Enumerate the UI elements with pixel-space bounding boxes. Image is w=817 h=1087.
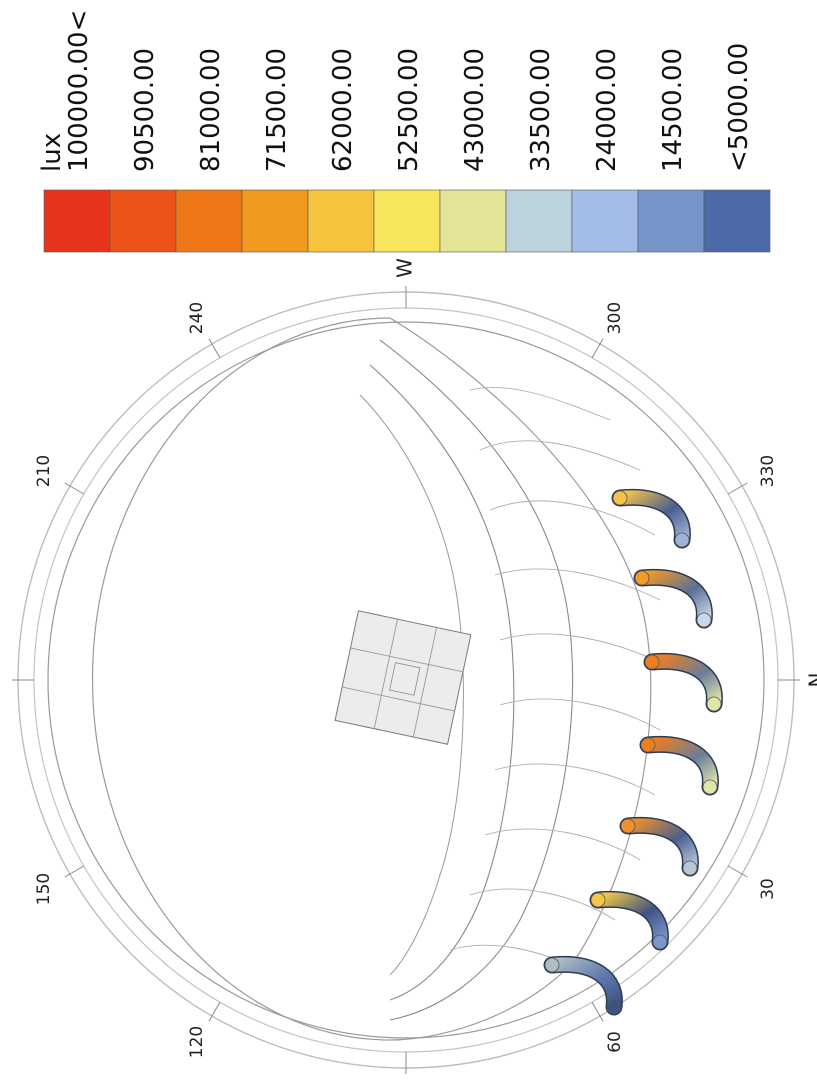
legend-label-6: 43000.00 [460,48,490,172]
sun-hour-path-4 [621,818,698,875]
compass-tick [591,1001,604,1022]
sun-hour-start-1 [634,570,650,586]
legend-unit: lux [37,133,67,172]
sun-hour-start-2 [644,654,660,670]
degree-label-150: 150 [34,873,54,905]
legend-label-8: 24000.00 [592,48,622,172]
legend-label-9: 14500.00 [658,48,688,172]
legend-swatch-7 [505,189,573,253]
legend-swatch-2 [175,189,243,253]
legend-swatch-0 [43,189,111,253]
direction-label-e: E [393,1086,417,1087]
hour-lines [449,386,666,971]
legend-label-1: 90500.00 [130,48,160,172]
sun-hour-end-5 [652,934,668,950]
compass-tick [208,338,221,359]
legend-label-3: 71500.00 [262,48,292,172]
altitude-band-3 [359,394,464,976]
legend-swatch-5 [373,189,441,253]
compass-tick [727,865,748,878]
sky-dome [12,286,800,1074]
sun-hour-start-0 [612,490,628,506]
compass-tick [64,865,85,878]
legend-label-10: <5000.00 [724,43,754,172]
sun-hour-path-2 [645,654,722,711]
degree-label-300: 300 [605,302,625,334]
sun-hour-path-0 [613,490,690,547]
sun-hour-start-6 [544,957,560,973]
legend-swatch-6 [439,189,507,253]
legend-swatch-8 [571,189,639,253]
direction-label-s: S [0,674,5,687]
sun-hour-start-4 [620,818,636,834]
legend-swatch-4 [307,189,375,253]
sun-hour-end-1 [696,612,712,628]
compass-tick [727,482,748,495]
legend-label-4: 62000.00 [328,48,358,172]
sun-hour-path-1 [635,570,712,627]
degree-label-330: 330 [758,455,778,487]
legend-swatch-10 [703,189,771,253]
sun-hour-end-4 [682,860,698,876]
building-model [334,610,472,745]
compass-tick [208,1001,221,1022]
sun-hour-end-6 [606,999,622,1015]
degree-label-120: 120 [187,1026,207,1058]
dome-rim [389,317,652,1041]
compass-tick [591,338,604,359]
sun-hour-end-2 [706,696,722,712]
sun-hour-end-0 [674,532,690,548]
sun-hour-path-3 [641,737,718,794]
compass-ticks [12,286,800,1074]
direction-label-w: W [393,258,417,278]
dome-outline [91,317,391,1041]
legend-label-5: 52500.00 [394,48,424,172]
degree-label-60: 60 [605,1031,625,1053]
legend-swatch-1 [109,189,177,253]
degree-label-210: 210 [34,455,54,487]
sun-position-markers [543,488,723,1016]
direction-label-n: N [805,673,817,688]
degree-label-240: 240 [187,302,207,334]
legend-swatch-9 [637,189,705,253]
sun-hour-path-6 [545,957,622,1014]
degree-label-30: 30 [758,878,778,900]
legend-swatch-3 [241,189,309,253]
sun-hour-start-5 [590,892,606,908]
sun-hour-path-5 [591,892,668,949]
sun-hour-start-3 [640,737,656,753]
legend-label-7: 33500.00 [526,48,556,172]
illuminance-legend: 100000.00< 90500.00 81000.00 71500.00 62000.… [37,10,771,253]
legend-label-2: 81000.00 [196,48,226,172]
horizon-ring [47,321,765,1039]
sun-hour-end-3 [702,779,718,795]
compass-tick [64,482,85,495]
compass-labels: N E S W 30 60 120 150 210 240 300 330 [0,258,817,1087]
legend-label-0: 100000.00< [64,10,94,172]
